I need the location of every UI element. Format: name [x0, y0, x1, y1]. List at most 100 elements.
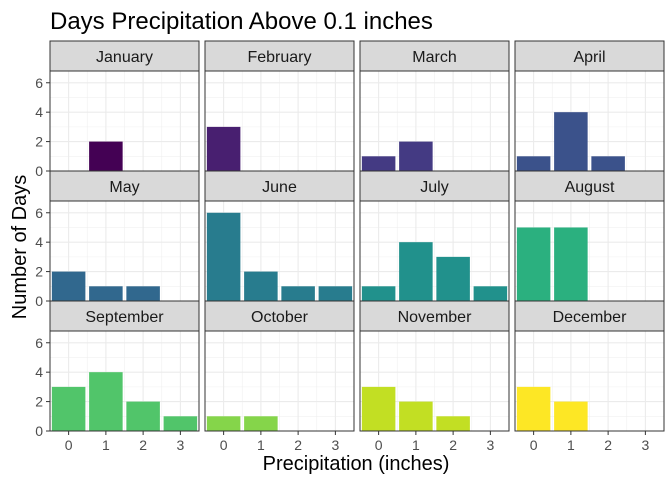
- panel-november: November 0 1 2 3: [359, 300, 510, 453]
- facet-label: December: [553, 309, 627, 326]
- bar: [473, 286, 508, 301]
- x-tick-label: 3: [331, 437, 339, 453]
- facet-label: February: [247, 49, 311, 66]
- facet-strip: [359, 300, 510, 332]
- x-tick-label: 2: [449, 437, 457, 453]
- bar: [206, 416, 241, 431]
- panel-october: October 0 1 2 3: [204, 300, 355, 453]
- bar: [516, 156, 551, 171]
- bar: [399, 242, 433, 301]
- bar: [163, 416, 198, 431]
- x-tick-label: 2: [604, 437, 612, 453]
- bar: [51, 271, 86, 301]
- facet-strip: [49, 170, 200, 202]
- x-tick-label: 3: [486, 437, 494, 453]
- bar: [89, 286, 123, 301]
- facet-strip: [49, 40, 200, 72]
- x-tick-label: 1: [257, 437, 265, 453]
- x-tick-label: 1: [567, 437, 575, 453]
- y-tick-label: 2: [35, 394, 43, 410]
- panel-april: April: [514, 40, 665, 172]
- panel-july: July: [359, 170, 510, 302]
- y-tick-label: 2: [35, 134, 43, 150]
- y-tick-label: 4: [35, 364, 43, 380]
- y-tick-label: 4: [35, 234, 43, 250]
- bar: [206, 126, 241, 171]
- panels-group: January 0 2 4 6 February March April May 0 2 4 6 June…: [35, 40, 665, 453]
- bar: [89, 141, 123, 171]
- facet-label: March: [412, 49, 456, 66]
- y-axis-label: Number of Days: [9, 175, 31, 320]
- bar: [51, 386, 86, 431]
- panel-border: [514, 330, 665, 432]
- bar: [554, 227, 588, 301]
- y-tick-label: 2: [35, 264, 43, 280]
- bar: [126, 401, 160, 431]
- panel-border: [49, 330, 200, 432]
- facet-label: May: [109, 179, 139, 196]
- facet-strip: [514, 170, 665, 202]
- bar: [361, 386, 396, 431]
- x-tick-label: 2: [294, 437, 302, 453]
- panel-january: January 0 2 4 6: [35, 40, 200, 179]
- y-tick-label: 0: [35, 423, 43, 439]
- facet-strip: [204, 40, 355, 72]
- panel-december: December 0 1 2 3: [514, 300, 665, 453]
- bar: [516, 386, 551, 431]
- panel-march: March: [359, 40, 510, 172]
- x-tick-label: 1: [412, 437, 420, 453]
- facet-strip: [514, 40, 665, 72]
- panel-border: [204, 330, 355, 432]
- chart-title: Days Precipitation Above 0.1 inches: [50, 8, 433, 35]
- bar: [206, 212, 241, 301]
- y-tick-label: 6: [35, 335, 43, 351]
- panel-border: [359, 330, 510, 432]
- x-tick-label: 0: [65, 437, 73, 453]
- facet-strip: [359, 170, 510, 202]
- x-tick-label: 2: [139, 437, 147, 453]
- y-tick-label: 6: [35, 75, 43, 91]
- bar: [318, 286, 353, 301]
- bar: [361, 286, 396, 301]
- panel-february: February: [204, 40, 355, 172]
- facet-strip: [204, 170, 355, 202]
- bar: [554, 112, 588, 171]
- x-tick-label: 1: [102, 437, 110, 453]
- facet-label: November: [398, 309, 472, 326]
- bar: [554, 401, 588, 431]
- panel-september: September 0 2 4 6 0 1 2 3: [35, 300, 200, 453]
- facet-label: July: [420, 179, 448, 196]
- bar: [244, 271, 278, 301]
- bar: [361, 156, 396, 171]
- panel-june: June: [204, 170, 355, 302]
- bar: [89, 372, 123, 431]
- bar: [399, 401, 433, 431]
- y-tick-label: 0: [35, 293, 43, 309]
- x-tick-label: 0: [220, 437, 228, 453]
- y-tick-label: 0: [35, 163, 43, 179]
- y-tick-label: 6: [35, 205, 43, 221]
- facet-label: August: [565, 179, 615, 196]
- facet-label: June: [262, 179, 297, 196]
- x-tick-label: 0: [530, 437, 538, 453]
- bar: [436, 256, 470, 301]
- facet-label: January: [96, 49, 153, 66]
- x-tick-label: 3: [641, 437, 649, 453]
- facet-label: September: [85, 309, 164, 326]
- bar: [516, 227, 551, 301]
- x-axis-label: Precipitation (inches): [263, 453, 450, 475]
- bar: [126, 286, 160, 301]
- bar: [244, 416, 278, 431]
- panel-may: May 0 2 4 6: [35, 170, 200, 309]
- bar: [436, 416, 470, 431]
- facet-label: April: [573, 49, 605, 66]
- bar: [281, 286, 315, 301]
- facet-label: October: [251, 309, 309, 326]
- panel-august: August: [514, 170, 665, 302]
- facet-strip: [49, 300, 200, 332]
- y-tick-label: 4: [35, 104, 43, 120]
- bar: [591, 156, 625, 171]
- x-tick-label: 0: [375, 437, 383, 453]
